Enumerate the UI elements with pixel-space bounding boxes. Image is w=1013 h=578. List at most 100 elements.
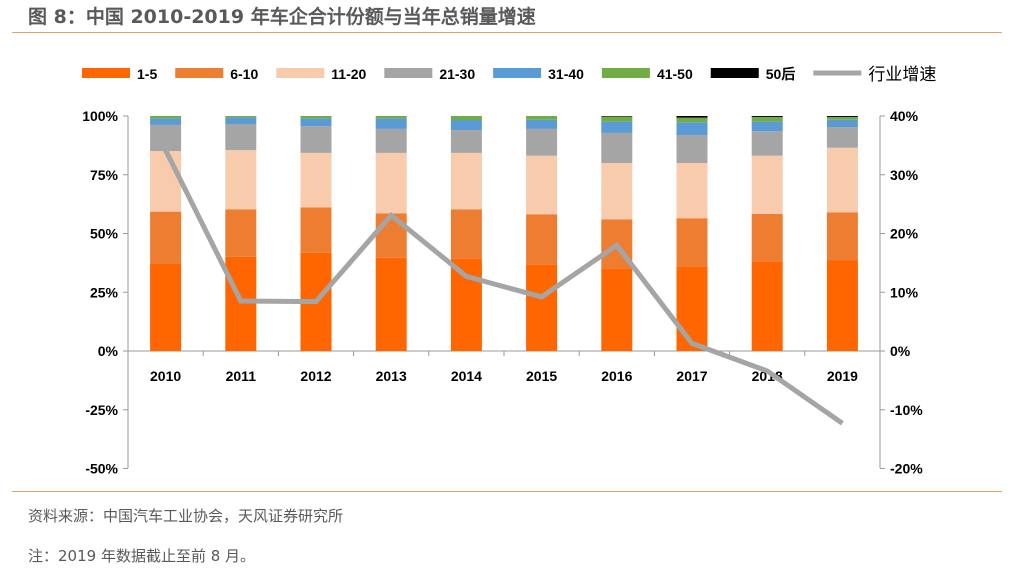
- left-tick-label: 75%: [90, 167, 119, 183]
- legend-swatch-21-30: [384, 68, 433, 78]
- bar-6-10-2019: [826, 212, 858, 261]
- bar-21-30-2015: [526, 128, 558, 156]
- left-tick-label: -25%: [85, 402, 118, 418]
- legend-label: 31-40: [548, 66, 584, 82]
- bar-6-10-2017: [676, 218, 708, 267]
- legend-swatch-6-10: [175, 68, 224, 78]
- bar-41-50-2014: [450, 116, 482, 120]
- bar-1-5-2014: [450, 258, 482, 351]
- bar-31-40-2019: [826, 119, 858, 128]
- x-tick-label: 2018: [752, 368, 783, 384]
- x-tick-label: 2017: [676, 368, 707, 384]
- bar-31-40-2016: [601, 121, 633, 133]
- right-tick-label: 10%: [890, 284, 919, 300]
- bar-31-40-2017: [676, 122, 708, 136]
- bar-41-50-2011: [225, 116, 257, 118]
- legend-label: 行业增速: [868, 65, 936, 84]
- bar-31-40-2011: [225, 117, 257, 124]
- x-tick-label: 2011: [226, 368, 257, 384]
- source-text: 资料来源：中国汽车工业协会，天风证券研究所: [28, 507, 344, 525]
- x-tick-label: 2015: [526, 368, 557, 384]
- bar-21-30-2016: [601, 132, 633, 163]
- right-tick-label: -20%: [890, 461, 923, 477]
- bar-6-10-2018: [751, 213, 783, 262]
- bar-1-5-2016: [601, 268, 633, 351]
- bar-21-30-2017: [676, 135, 708, 163]
- bar-1-5-2010: [150, 263, 182, 351]
- bar-41-50-2018: [751, 116, 783, 122]
- bar-11-20-2011: [225, 150, 257, 210]
- bar-6-10-2010: [150, 211, 182, 264]
- bar-6-10-2013: [375, 213, 407, 258]
- legend-label: 41-50: [657, 66, 693, 82]
- left-tick-label: 0%: [98, 343, 119, 359]
- bar-1-5-2019: [826, 260, 858, 351]
- bar-41-50-2015: [526, 116, 558, 120]
- bar-50后-2019: [826, 116, 858, 117]
- legend-swatch-41-50: [601, 68, 650, 78]
- bar-50后-2017: [676, 116, 708, 118]
- bar-50后-2018: [751, 116, 783, 117]
- bar-41-50-2013: [375, 116, 407, 119]
- footer-divider: [12, 491, 1002, 492]
- bar-21-30-2019: [826, 127, 858, 148]
- bar-21-30-2011: [225, 123, 257, 151]
- bar-31-40-2015: [526, 119, 558, 129]
- x-tick-label: 2014: [451, 368, 482, 384]
- legend-label: 6-10: [230, 66, 258, 82]
- legend-swatch-50后: [710, 68, 759, 78]
- bar-11-20-2010: [150, 151, 182, 212]
- bar-11-20-2015: [526, 155, 558, 215]
- bar-6-10-2012: [300, 207, 332, 253]
- bar-21-30-2012: [300, 126, 332, 153]
- bar-11-20-2017: [676, 163, 708, 219]
- legend-label: 50后: [766, 66, 796, 82]
- bar-21-30-2014: [450, 130, 482, 153]
- legend-label: 11-20: [331, 66, 366, 82]
- bar-6-10-2015: [526, 214, 558, 265]
- bar-41-50-2017: [676, 117, 708, 123]
- left-tick-label: 100%: [82, 108, 118, 124]
- bar-31-40-2018: [751, 121, 783, 132]
- legend-swatch-11-20: [276, 68, 325, 78]
- bar-31-40-2010: [150, 118, 182, 125]
- bar-1-5-2013: [375, 257, 407, 351]
- bar-41-50-2016: [601, 116, 633, 122]
- chart-title: 图 8：中国 2010-2019 年车企合计份额与当年总销量增速: [28, 6, 536, 28]
- bar-11-20-2012: [300, 152, 332, 208]
- bar-11-20-2013: [375, 152, 407, 214]
- legend-label: 1-5: [137, 66, 157, 82]
- bar-11-20-2019: [826, 147, 858, 213]
- chart: -50% -25% 0% 25% 50% 75% 100% -20% -10% 0% 10% 20% 3…: [82, 65, 936, 477]
- bar-21-30-2013: [375, 128, 407, 153]
- x-tick-label: 2012: [300, 368, 331, 384]
- bar-1-5-2018: [751, 261, 783, 351]
- left-tick-label: -50%: [85, 461, 118, 477]
- x-tick-label: 2019: [827, 368, 858, 384]
- legend-swatch-31-40: [493, 68, 542, 78]
- bar-1-5-2011: [225, 256, 257, 351]
- title-divider: [12, 32, 1002, 33]
- bar-1-5-2015: [526, 264, 558, 351]
- bar-6-10-2011: [225, 209, 257, 257]
- right-tick-label: -10%: [890, 402, 923, 418]
- x-tick-label: 2010: [150, 368, 181, 384]
- x-tick-label: 2013: [376, 368, 407, 384]
- line-series-industry-growth: [163, 148, 844, 426]
- bar-21-30-2010: [150, 124, 182, 152]
- left-tick-label: 25%: [90, 284, 119, 300]
- right-tick-label: 20%: [890, 226, 919, 242]
- bar-31-40-2013: [375, 118, 407, 129]
- bar-41-50-2019: [826, 116, 858, 120]
- legend-swatch-1-5: [82, 68, 130, 78]
- x-tick-label: 2016: [601, 368, 632, 384]
- bar-41-50-2010: [150, 116, 182, 119]
- bar-31-40-2014: [450, 119, 482, 131]
- bar-11-20-2014: [450, 152, 482, 210]
- note-text: 注：2019 年数据截止至前 8 月。: [28, 547, 256, 565]
- bar-11-20-2016: [601, 163, 633, 220]
- legend-label: 21-30: [439, 66, 475, 82]
- bar-41-50-2012: [300, 116, 332, 119]
- bar-31-40-2012: [300, 118, 332, 127]
- right-tick-label: 40%: [890, 108, 919, 124]
